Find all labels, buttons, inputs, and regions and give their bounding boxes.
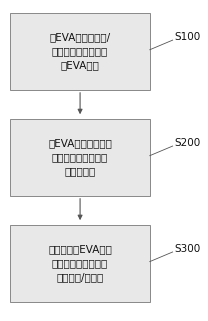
FancyBboxPatch shape bbox=[10, 13, 150, 90]
FancyBboxPatch shape bbox=[10, 119, 150, 196]
Text: 将EVA物料与辅料经
过加热熔化形成的辅
料物料混合: 将EVA物料与辅料经 过加热熔化形成的辅 料物料混合 bbox=[48, 138, 112, 176]
Text: S100: S100 bbox=[175, 32, 201, 42]
Text: 将EVA发泡制品或/
和其废料加热熔化形
成EVA物料: 将EVA发泡制品或/ 和其废料加热熔化形 成EVA物料 bbox=[50, 32, 111, 70]
Text: 将混合后的EVA物料
与辅料物料形成为指
定形状和/或结构: 将混合后的EVA物料 与辅料物料形成为指 定形状和/或结构 bbox=[48, 244, 112, 282]
FancyBboxPatch shape bbox=[10, 225, 150, 302]
Text: S200: S200 bbox=[175, 138, 201, 148]
Text: S300: S300 bbox=[175, 244, 201, 254]
